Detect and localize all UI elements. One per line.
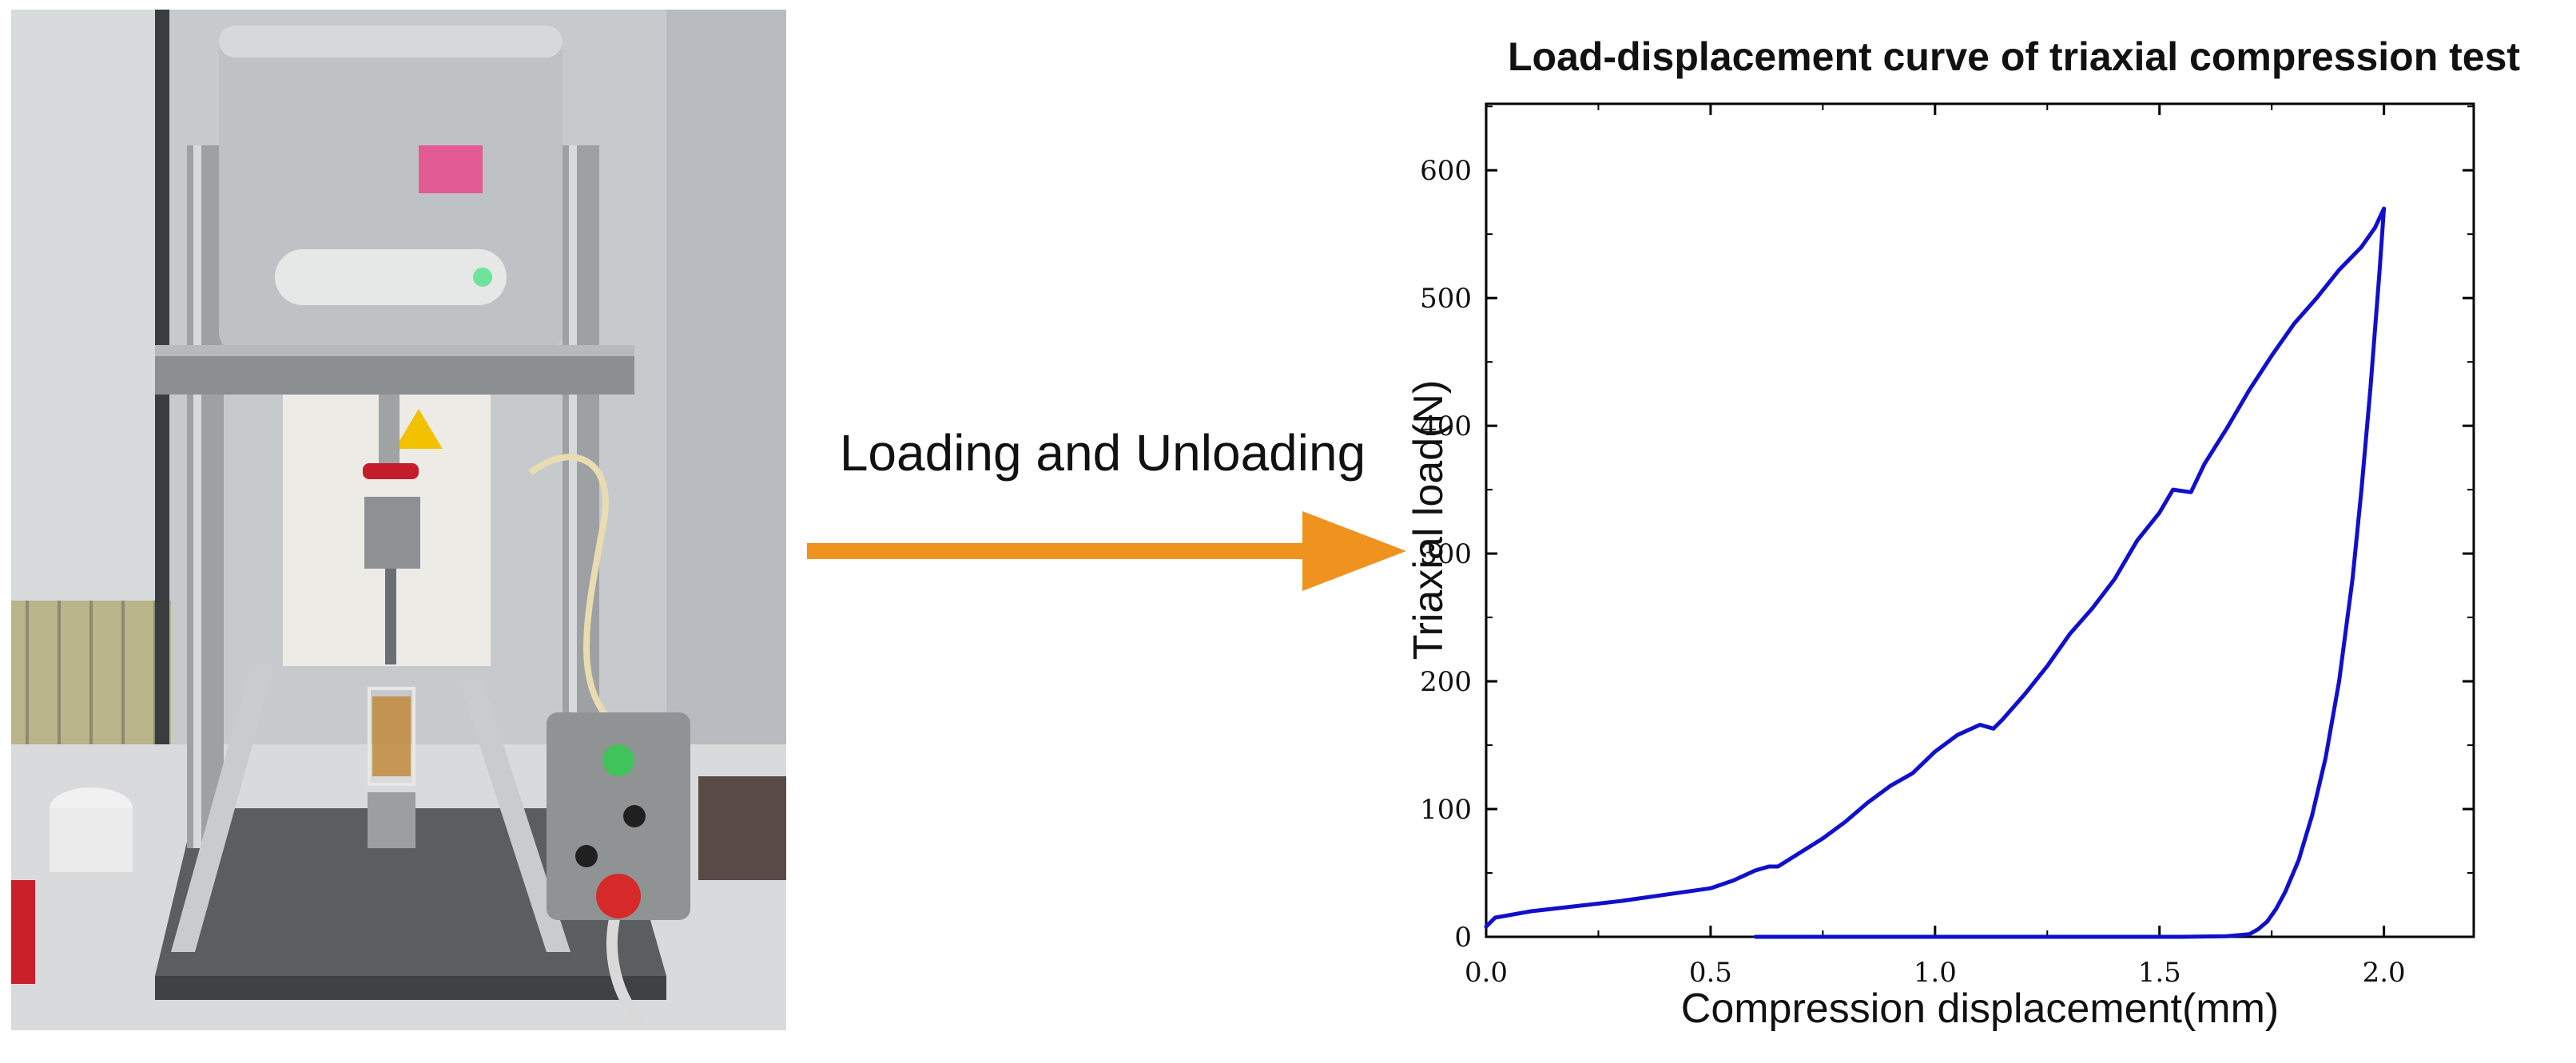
y-tick-label: 400 [1420, 411, 1472, 442]
y-tick-label: 100 [1420, 794, 1472, 826]
y-tick-label: 200 [1420, 666, 1472, 698]
x-axis-label: Compression displacement(mm) [1681, 986, 2279, 1032]
testing-machine-illustration [11, 10, 786, 1030]
y-tick-label: 600 [1420, 155, 1472, 187]
axis-ticks: 0.0 0.5 1.0 1.5 2.0 0 100 200 300 400 500 600 [1420, 104, 2474, 989]
arrow-head [1302, 511, 1406, 591]
testing-machine-photo [11, 10, 786, 1030]
arrow-shaft [807, 543, 1318, 559]
plot-frame [1485, 102, 2475, 938]
arrow-label: Loading and Unloading [839, 424, 1366, 482]
y-axis-label: Triaxial load(N) [1406, 380, 1452, 660]
loading-arrow-group: Loading and Unloading [791, 423, 1414, 599]
x-tick-label: 0.5 [1689, 957, 1732, 989]
chart-title: Load-displacement curve of triaxial comp… [1508, 34, 2520, 79]
x-tick-label: 0.0 [1465, 957, 1508, 989]
y-tick-label: 300 [1420, 538, 1472, 570]
series-layer [1484, 206, 2387, 939]
y-tick-label: 500 [1420, 283, 1472, 315]
x-tick-label: 1.5 [2138, 957, 2181, 989]
x-tick-label: 2.0 [2363, 957, 2406, 989]
arrow-graphic [807, 511, 1406, 591]
chart-svg: Load-displacement curve of triaxial comp… [1405, 34, 2520, 1032]
load-displacement-chart: Load-displacement curve of triaxial comp… [1405, 24, 2576, 1059]
y-tick-label: 0 [1454, 922, 1472, 954]
x-tick-label: 1.0 [1914, 957, 1957, 989]
series-line-unloading [1753, 206, 2387, 939]
series-line-loading [1484, 206, 2387, 929]
